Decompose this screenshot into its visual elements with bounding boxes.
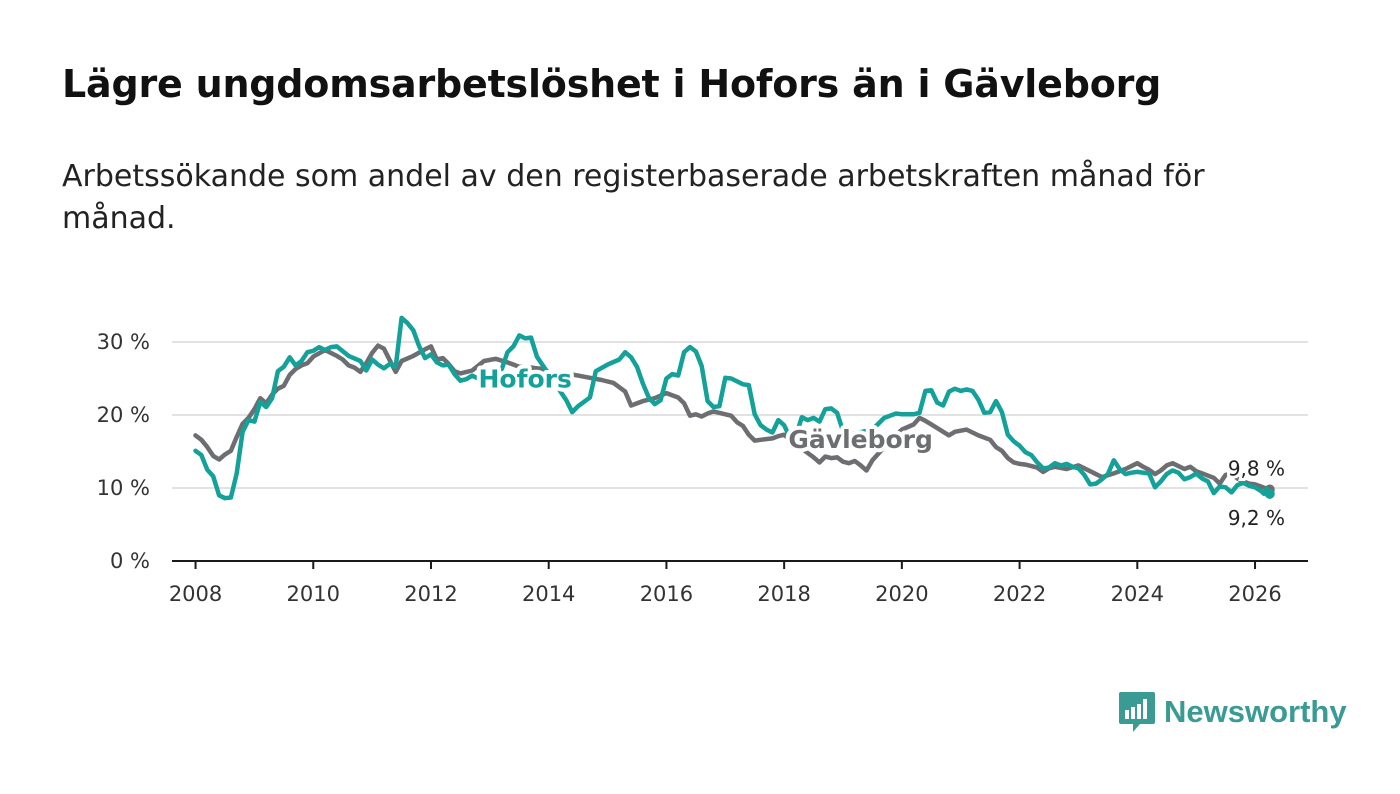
newsworthy-logo: Newsworthy: [1118, 690, 1347, 734]
end-value-label: 9,8 %: [1228, 456, 1285, 480]
series-labels: Hofors Gävleborg 9,8 % 9,2 %: [474, 360, 1288, 533]
gridlines: [172, 341, 1308, 489]
x-tick-label: 2024: [1111, 582, 1164, 606]
newsworthy-bar-chart-icon: [1119, 692, 1155, 732]
x-tick-label: 2020: [875, 582, 928, 606]
series-end-point: [1264, 488, 1275, 499]
x-tick-label: 2010: [287, 582, 340, 606]
y-tick-label: 0 %: [110, 549, 150, 573]
x-tick-label: 2008: [169, 582, 222, 606]
series-lines: [193, 315, 1275, 501]
end-value-label: 9,2 %: [1228, 506, 1285, 530]
x-tick-label: 2012: [404, 582, 457, 606]
y-tick-label: 10 %: [97, 476, 150, 500]
series-line-hofors: [193, 315, 1272, 501]
series-label-gavleborg: Gävleborg: [788, 425, 933, 454]
y-tick-label: 20 %: [97, 403, 150, 427]
x-tick-label: 2018: [757, 582, 810, 606]
brand-name: Newsworthy: [1164, 694, 1347, 729]
series-label-hofors: Hofors: [478, 364, 571, 393]
chart-title: Lägre ungdomsarbetslöshet i Hofors än i …: [62, 62, 1162, 106]
x-tick-label: 2016: [640, 582, 693, 606]
x-tick-label: 2026: [1228, 582, 1281, 606]
x-tick-label: 2022: [993, 582, 1046, 606]
chart-subtitle: Arbetssökande som andel av den registerb…: [62, 159, 1205, 236]
x-tick-label: 2014: [522, 582, 575, 606]
y-tick-label: 30 %: [97, 330, 150, 354]
axes: 0 % 10 % 20 % 30 % 2008 2010 2012 2014 2016 2018 2…: [97, 330, 1308, 606]
